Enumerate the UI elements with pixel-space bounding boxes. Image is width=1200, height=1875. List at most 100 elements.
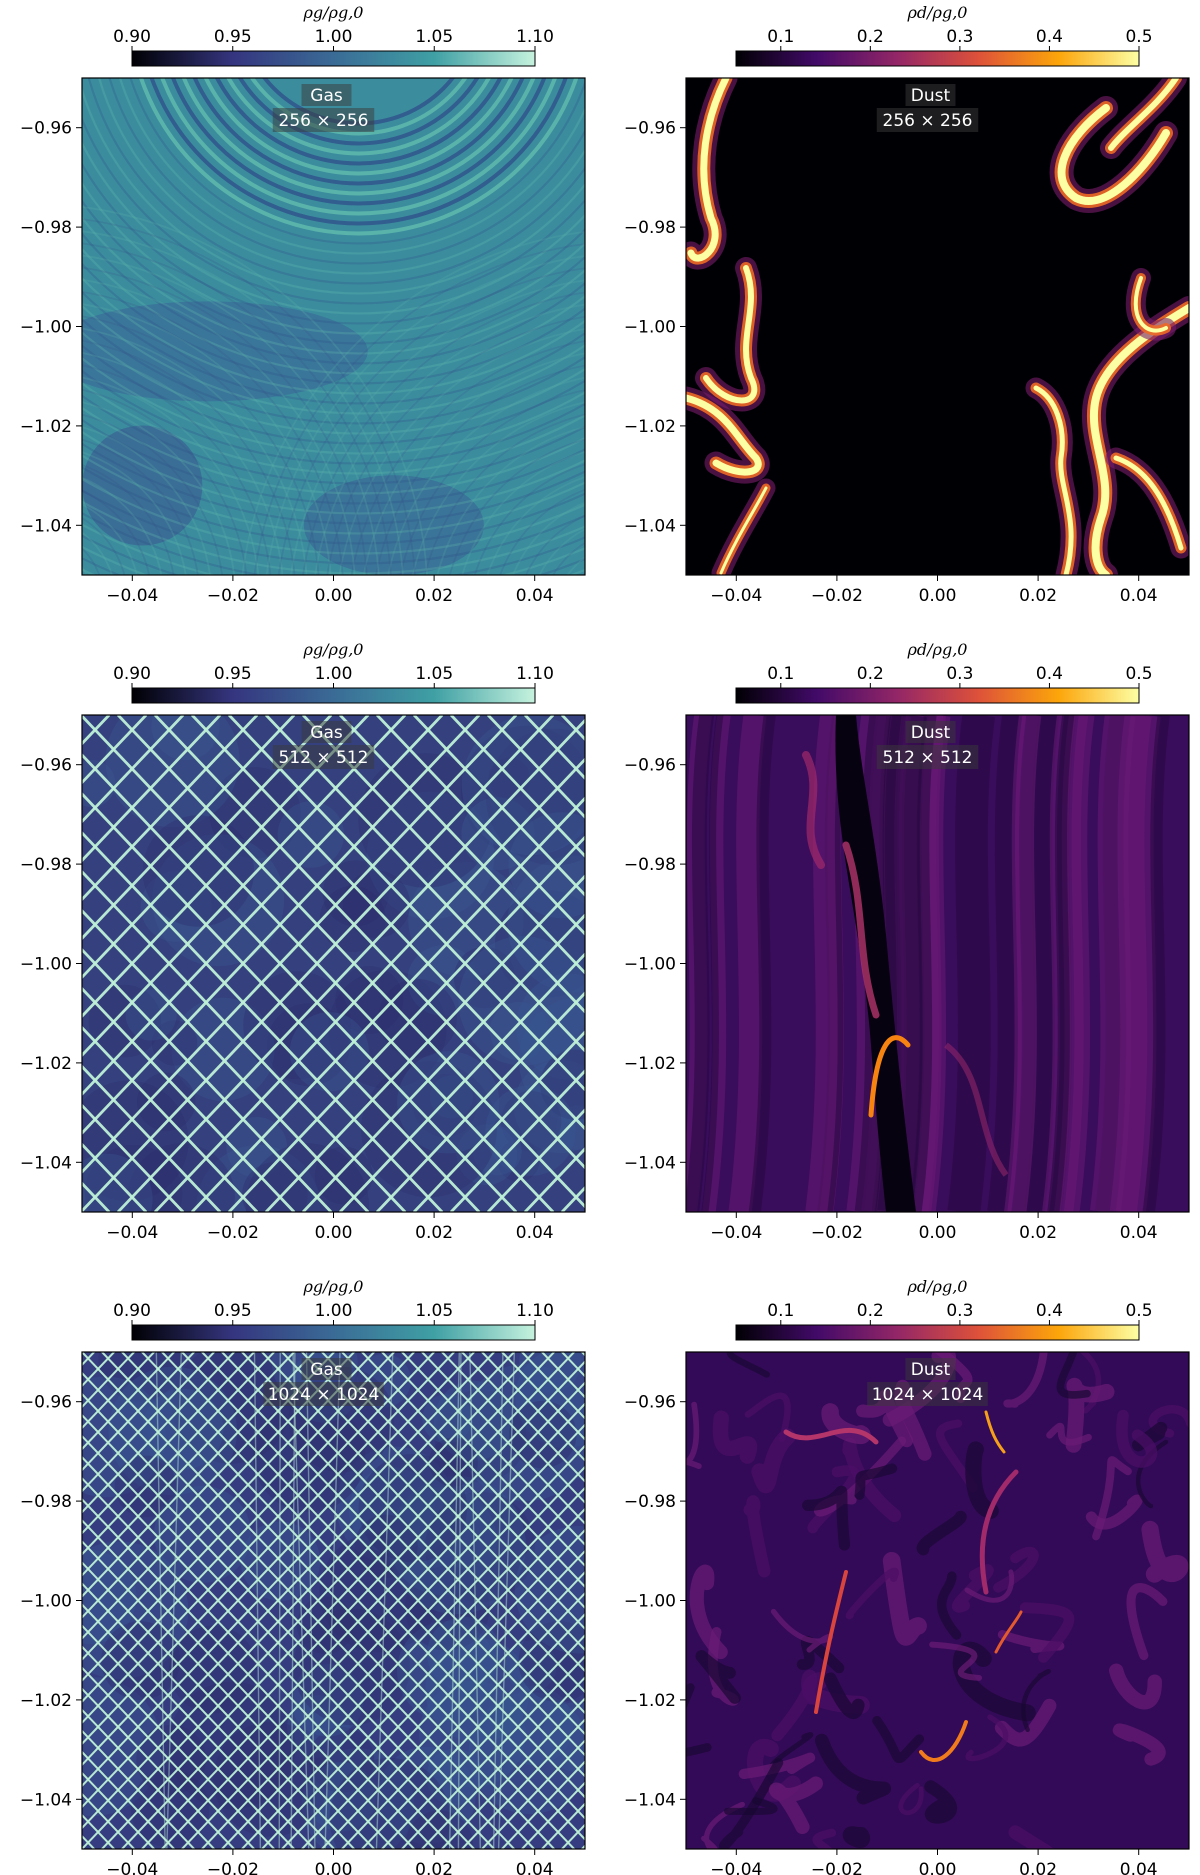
title-backdrop	[905, 84, 956, 106]
x-tick-label: 0.00	[919, 1860, 957, 1875]
y-tick-label: −1.04	[624, 1790, 676, 1810]
panel-resolution-text: 1024 × 1024	[872, 1385, 984, 1405]
colorbar-tick-label: 0.1	[767, 1301, 794, 1321]
colorbar-tick-label: 0.5	[1125, 664, 1152, 684]
y-tick-label: −1.02	[20, 417, 72, 437]
x-tick-label: 0.02	[1019, 1223, 1057, 1243]
heatmap-field	[82, 715, 585, 1212]
x-tick-label: −0.02	[207, 1860, 259, 1875]
colorbar-gradient	[131, 50, 536, 67]
resolution-backdrop	[272, 108, 375, 132]
heatmap: Dust 512 × 512	[685, 714, 1190, 1213]
colorbar-tick-label: 0.4	[1036, 664, 1063, 684]
x-tick-label: 0.00	[315, 1860, 353, 1875]
panel-resolution-text: 1024 × 1024	[268, 1385, 380, 1405]
axes: −0.04 −0.02 0.00 0.02 0.04 −0.96 −0.98 −1.00 −1.…	[624, 756, 1158, 1243]
y-tick-label: −1.00	[20, 955, 72, 975]
panel-title-text: Gas	[310, 86, 343, 106]
colorbar-tick-label: 1.00	[315, 27, 353, 47]
axes: −0.04 −0.02 0.00 0.02 0.04 −0.96 −0.98 −1.00 −1.…	[624, 1393, 1158, 1875]
heatmap-field	[686, 715, 1189, 1212]
axes: −0.04 −0.02 0.00 0.02 0.04 −0.96 −0.98 −1.00 −1.…	[20, 756, 554, 1243]
x-tick-label: 0.02	[1019, 586, 1057, 606]
heatmap: Gas 1024 × 1024	[81, 1351, 586, 1850]
y-tick-label: −0.98	[624, 1492, 676, 1512]
colorbar-tick-label: 0.3	[946, 27, 973, 47]
colorbar-label: ρd/ρg,0	[907, 640, 968, 659]
y-tick-label: −0.96	[624, 119, 676, 139]
colorbar: 0.1 0.2 0.3 0.4 0.5 ρd/ρg,0	[735, 640, 1153, 704]
panel-resolution-text: 512 × 512	[279, 748, 369, 768]
colorbar-tick-label: 0.3	[946, 664, 973, 684]
heatmap-field	[686, 78, 1189, 575]
colorbar-tick-label: 1.05	[415, 27, 453, 47]
x-tick-label: 0.00	[315, 586, 353, 606]
x-tick-label: −0.02	[207, 1223, 259, 1243]
panel-resolution-text: 256 × 256	[883, 111, 973, 131]
colorbar-tick-label: 0.90	[113, 664, 151, 684]
title-backdrop	[301, 1358, 352, 1380]
y-tick-label: −1.00	[624, 318, 676, 338]
panel-resolution-text: 512 × 512	[883, 748, 973, 768]
colorbar-tick-label: 0.95	[214, 27, 252, 47]
panel-title: Dust 256 × 256	[876, 84, 979, 132]
resolution-backdrop	[263, 1382, 384, 1406]
resolution-backdrop	[876, 745, 979, 769]
y-tick-label: −0.98	[20, 218, 72, 238]
colorbar-gradient	[131, 1324, 536, 1341]
heatmap: Dust 256 × 256	[685, 77, 1190, 576]
x-tick-label: 0.04	[1120, 1860, 1158, 1875]
panel-resolution-text: 256 × 256	[279, 111, 369, 131]
panel-title-text: Gas	[310, 1360, 343, 1380]
colorbar-tick-label: 0.90	[113, 1301, 151, 1321]
y-tick-label: −0.98	[20, 855, 72, 875]
panel-title-text: Dust	[911, 723, 951, 743]
y-tick-label: −1.02	[624, 1054, 676, 1074]
colorbar-tick-label: 0.90	[113, 27, 151, 47]
colorbar-tick-label: 0.2	[857, 664, 884, 684]
x-tick-label: −0.04	[106, 1860, 158, 1875]
y-tick-label: −1.00	[624, 1592, 676, 1612]
resolution-backdrop	[272, 745, 375, 769]
heatmap: Dust 1024 × 1024	[685, 1351, 1190, 1850]
title-backdrop	[301, 84, 352, 106]
x-tick-label: 0.04	[1120, 586, 1158, 606]
y-tick-label: −1.02	[624, 1691, 676, 1711]
colorbar-label: ρd/ρg,0	[907, 1277, 968, 1296]
heatmap-field	[82, 1352, 585, 1849]
panel-title-text: Dust	[911, 86, 951, 106]
heatmap: Gas 512 × 512	[81, 714, 586, 1213]
colorbar-tick-label: 1.05	[415, 664, 453, 684]
y-tick-label: −1.02	[624, 417, 676, 437]
heatmap-field	[686, 1352, 1189, 1849]
x-tick-label: −0.04	[710, 1223, 762, 1243]
y-tick-label: −1.04	[20, 1153, 72, 1173]
y-tick-label: −0.96	[20, 1393, 72, 1413]
panel-title: Gas 512 × 512	[272, 721, 375, 769]
colorbar-tick-label: 0.5	[1125, 1301, 1152, 1321]
title-backdrop	[905, 721, 956, 743]
axes: −0.04 −0.02 0.00 0.02 0.04 −0.96 −0.98 −1.00 −1.…	[20, 1393, 554, 1875]
x-tick-label: −0.04	[106, 586, 158, 606]
x-tick-label: 0.02	[1019, 1860, 1057, 1875]
y-tick-label: −1.04	[20, 1790, 72, 1810]
x-tick-label: −0.04	[710, 586, 762, 606]
colorbar-gradient	[735, 50, 1140, 67]
colorbar-tick-label: 1.10	[516, 27, 554, 47]
panel-title-text: Gas	[310, 723, 343, 743]
panel-title: Dust 512 × 512	[876, 721, 979, 769]
colorbar-tick-label: 0.4	[1036, 1301, 1063, 1321]
heatmap: Gas 256 × 256	[81, 77, 586, 576]
x-tick-label: −0.02	[811, 1223, 863, 1243]
y-tick-label: −0.96	[624, 1393, 676, 1413]
colorbar-label: ρd/ρg,0	[907, 3, 968, 22]
y-tick-label: −1.04	[624, 1153, 676, 1173]
colorbar: 0.1 0.2 0.3 0.4 0.5 ρd/ρg,0	[735, 1277, 1153, 1341]
y-tick-label: −1.02	[20, 1691, 72, 1711]
